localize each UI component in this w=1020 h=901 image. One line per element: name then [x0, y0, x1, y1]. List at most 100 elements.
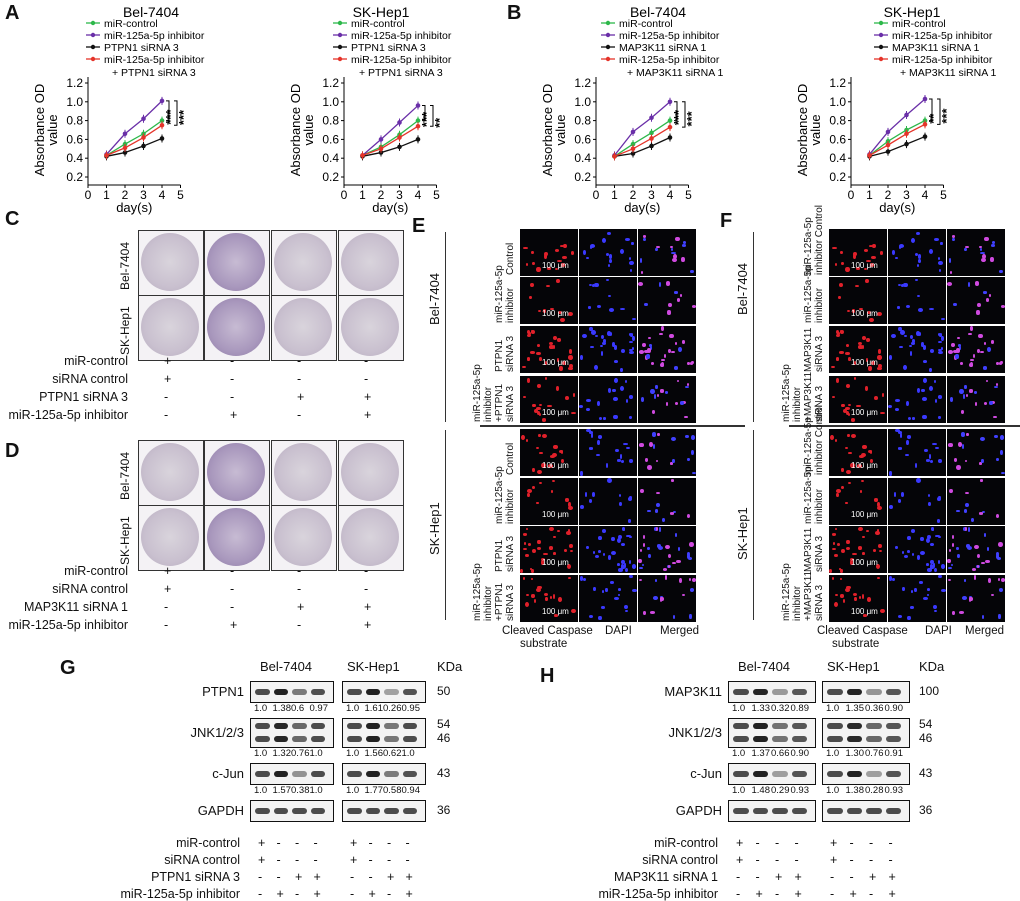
cell-dot: [955, 546, 959, 551]
cell-dot: [894, 545, 899, 550]
cell-dot: [911, 417, 916, 421]
cell-dot: [638, 282, 643, 286]
cell-dot: [832, 542, 836, 545]
cell-dot: [536, 501, 539, 505]
cell-dot: [652, 410, 656, 415]
condition-sign: -: [387, 853, 392, 867]
legend-marker: [878, 56, 884, 62]
band-ratio: 0.94: [401, 785, 421, 796]
cell-dot: [889, 504, 894, 509]
cell-dot: [847, 481, 851, 485]
micrograph: [579, 277, 638, 324]
blot-box: [822, 681, 910, 703]
data-point: [667, 99, 673, 105]
cell-dot: [830, 435, 834, 441]
series-line: [614, 136, 671, 157]
sig-bracket: [166, 100, 170, 122]
cell-dot: [930, 560, 934, 565]
cell-dot: [669, 333, 674, 339]
condition-sign: -: [888, 853, 893, 867]
data-point: [630, 151, 636, 156]
row-label: siRNA 3: [814, 335, 825, 372]
series-line: [362, 105, 419, 156]
protein-label: GAPDH: [197, 802, 244, 818]
cell-dot: [934, 609, 937, 612]
cell-dot: [525, 439, 528, 442]
band: [255, 689, 270, 695]
cell-dot: [620, 348, 626, 354]
cell-dot: [585, 429, 591, 433]
cell-dot: [616, 459, 622, 462]
scale-label: 100 μm: [542, 461, 569, 470]
band: [772, 808, 788, 814]
cell-dot: [846, 585, 851, 590]
colony-well: [341, 233, 399, 291]
condition-sign: -: [230, 600, 235, 614]
cell-dot: [865, 278, 869, 283]
condition-label: PTPN1 siRNA 3: [39, 390, 128, 404]
sig-stars: **: [926, 113, 941, 124]
cell-dot: [927, 568, 932, 573]
condition-sign: -: [295, 836, 300, 850]
kda-value: 100: [919, 684, 940, 698]
cell-dot: [916, 478, 921, 484]
cell-dot: [638, 350, 644, 354]
cell-dot: [975, 281, 980, 286]
condition-sign: +: [364, 618, 372, 632]
condition-sign: +: [230, 408, 238, 422]
cell-dot: [900, 492, 905, 498]
cell-dot: [650, 611, 655, 614]
cell-dot: [585, 256, 589, 259]
cell-dot: [877, 506, 882, 511]
cell-dot: [859, 455, 864, 458]
condition-sign: -: [230, 372, 235, 386]
micrograph: [947, 526, 1006, 573]
cell-dot: [857, 546, 863, 551]
cell-dot: [660, 597, 664, 602]
condition-sign: -: [830, 870, 835, 884]
cell-dot: [555, 267, 558, 271]
cell-dot: [536, 587, 542, 593]
cell-dot: [677, 347, 682, 352]
condition-label: siRNA control: [52, 582, 128, 596]
cell-dot: [868, 366, 872, 371]
cell-dot: [871, 256, 876, 260]
legend-label: miR-125a-5p inhibitor: [619, 30, 720, 42]
cell-dot: [841, 403, 845, 408]
cell-dot: [845, 469, 851, 475]
condition-sign: -: [736, 870, 741, 884]
condition-sign: -: [164, 618, 169, 632]
cell-dot: [691, 449, 694, 455]
colony-well: [207, 233, 265, 291]
cell-dot: [527, 542, 531, 546]
cell-dot: [915, 231, 920, 235]
band-ratio: 1.37: [751, 748, 771, 759]
band: [347, 808, 362, 814]
band: [273, 771, 288, 777]
scale-label: 100 μm: [542, 358, 569, 367]
condition-sign: -: [297, 372, 302, 386]
cell-dot: [655, 247, 659, 252]
cell-dot: [964, 527, 968, 532]
cell-dot: [608, 253, 612, 259]
y-axis-label: Absorbance OD: [795, 84, 810, 177]
cell-dot: [836, 542, 840, 546]
condition-sign: -: [849, 853, 854, 867]
band-ratio: 0.62: [383, 748, 402, 759]
data-point: [122, 150, 128, 155]
cell-dot: [937, 333, 943, 336]
well-box: [204, 230, 270, 296]
micrograph: 100 μm: [829, 526, 888, 573]
cell-dot: [978, 512, 984, 515]
legend-marker: [337, 20, 343, 26]
cell-dot: [917, 263, 920, 267]
cell-dot: [557, 597, 563, 603]
cell-dot: [969, 362, 973, 367]
cell-dot: [959, 389, 964, 394]
condition-sign: +: [258, 836, 266, 850]
series-line: [362, 125, 419, 156]
cell-dot: [561, 450, 564, 454]
sig-stars: ***: [163, 109, 178, 125]
condition-label: MAP3K11 siRNA 1: [24, 600, 128, 614]
cell-dot: [530, 329, 533, 334]
